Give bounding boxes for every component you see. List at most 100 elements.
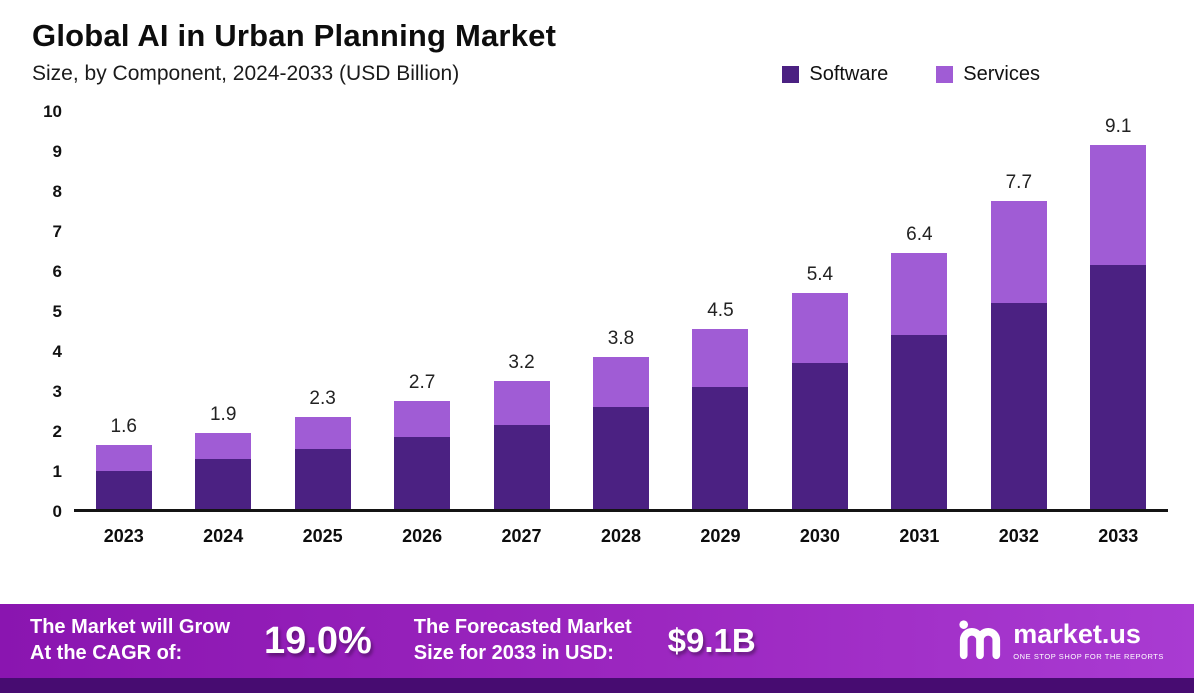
bar-segment-software [592, 407, 649, 509]
bar-value-label: 1.6 [110, 416, 137, 437]
bar-segment-software [692, 387, 749, 509]
y-axis-label: 2 [52, 422, 62, 441]
bar-segment-services [493, 381, 550, 425]
y-axis-label: 4 [52, 342, 62, 361]
bar-stack [891, 253, 948, 509]
bar-value-label: 7.7 [1005, 172, 1033, 193]
bar-value-label: 6.4 [906, 224, 933, 245]
x-axis-label: 2029 [700, 526, 741, 546]
bar-segment-software [891, 335, 948, 509]
bar-stack [1090, 145, 1147, 509]
y-axis-label: 1 [52, 462, 62, 481]
x-axis-label: 2023 [103, 526, 144, 546]
bar-value-label: 4.5 [707, 300, 734, 321]
bar-segment-services [95, 445, 152, 471]
bar-column: 1.6 [74, 112, 173, 509]
forecast-value: $9.1B [667, 622, 756, 659]
bar-column: 1.9 [173, 112, 272, 509]
x-axis-label: 2031 [899, 526, 940, 546]
forecast-label: The Forecasted Market Size for 2033 in U… [413, 616, 632, 664]
bar-stack [95, 445, 152, 509]
bar-column: 7.7 [969, 112, 1068, 509]
bar-column: 3.2 [472, 112, 571, 509]
services-swatch-icon [936, 65, 954, 83]
legend-label-services: Services [963, 62, 1040, 85]
bar-segment-software [294, 449, 351, 509]
bar-stack [592, 357, 649, 509]
bar-segment-software [791, 363, 848, 509]
chart-subtitle: Size, by Component, 2024-2033 (USD Billi… [32, 62, 460, 85]
chart-header: Global AI in Urban Planning Market Size,… [0, 0, 1194, 86]
legend-item-software: Software [782, 63, 888, 86]
bar-value-label: 3.8 [607, 328, 635, 349]
bottom-strip [0, 678, 1194, 693]
marketus-logo-icon [957, 616, 1003, 667]
y-axis-label: 8 [52, 182, 62, 201]
legend: Software Services [782, 63, 1040, 86]
bar-column: 4.5 [671, 112, 770, 509]
bar-segment-software [394, 437, 451, 509]
bar-stack [692, 329, 749, 509]
bar-segment-services [294, 417, 351, 449]
legend-item-services: Services [936, 63, 1040, 86]
x-axis-label: 2024 [203, 526, 244, 546]
x-axis-label: 2028 [600, 526, 642, 546]
y-axis-label: 7 [52, 222, 62, 241]
bar-stack [394, 401, 451, 509]
bar-segment-services [990, 201, 1047, 303]
bar-column: 9.1 [1069, 112, 1168, 509]
plot-area: 1.6 1.9 2.3 2.7 3.2 3.8 4.5 5.4 6.4 7.7 9.1 2023 20… [74, 112, 1168, 547]
logo-text-block: market.us ONE STOP SHOP FOR THE REPORTS [1013, 619, 1164, 662]
subtitle-row: Size, by Component, 2024-2033 (USD Billi… [32, 62, 1162, 86]
y-axis: 0 1 2 3 4 5 6 7 8 9 10 [18, 102, 74, 521]
bars: 1.6 1.9 2.3 2.7 3.2 3.8 4.5 5.4 6.4 7.7 9.1 [74, 112, 1168, 512]
bar-segment-software [990, 303, 1047, 509]
y-axis-label: 10 [43, 102, 62, 121]
bar-value-label: 2.7 [408, 372, 436, 393]
bar-segment-services [394, 401, 451, 437]
x-axis-label: 2027 [501, 526, 542, 546]
bar-column: 2.3 [273, 112, 372, 509]
y-axis-label: 3 [52, 382, 62, 401]
legend-label-software: Software [809, 62, 889, 85]
bar-stack [493, 381, 550, 509]
bar-column: 5.4 [770, 112, 869, 509]
bar-stack [791, 293, 848, 509]
bar-segment-services [791, 293, 848, 363]
logo-name: market.us [1013, 619, 1141, 649]
bar-value-label: 3.2 [508, 352, 535, 373]
chart-title: Global AI in Urban Planning Market [32, 18, 557, 53]
bar-segment-software [95, 471, 152, 509]
y-axis-label: 6 [52, 262, 62, 281]
bar-segment-software [493, 425, 550, 509]
bar-segment-software [195, 459, 252, 509]
bar-column: 2.7 [372, 112, 471, 509]
bar-segment-services [592, 357, 649, 407]
marketus-logo: market.us ONE STOP SHOP FOR THE REPORTS [957, 616, 1164, 667]
bar-segment-services [195, 433, 252, 459]
x-axis-label: 2032 [998, 526, 1039, 546]
x-axis-label: 2026 [402, 526, 443, 546]
bar-value-label: 5.4 [806, 264, 834, 285]
x-labels: 2023 2024 2025 2026 2027 2028 2029 2030 2031 2032… [74, 526, 1168, 547]
bar-stack [195, 433, 252, 509]
bar-value-label: 9.1 [1105, 116, 1132, 137]
x-axis-label: 2033 [1098, 526, 1139, 546]
bar-stack [990, 201, 1047, 509]
bar-column: 6.4 [870, 112, 969, 509]
software-swatch-icon [782, 65, 800, 83]
y-axis-label: 9 [52, 142, 62, 161]
cagr-label: The Market will Grow At the CAGR of: [30, 616, 231, 664]
y-axis-label: 5 [52, 302, 62, 321]
logo-tagline: ONE STOP SHOP FOR THE REPORTS [1013, 652, 1164, 661]
x-axis-label: 2025 [302, 526, 343, 546]
bar-segment-services [1090, 145, 1147, 265]
chart-area: 0 1 2 3 4 5 6 7 8 9 10 1.6 1.9 2.3 2.7 3.2 3.8 4.5 5.4 6.4… [0, 86, 1194, 547]
x-axis-label: 2030 [799, 526, 840, 546]
bar-segment-services [692, 329, 749, 387]
bar-value-label: 2.3 [309, 388, 336, 409]
cagr-value: 19.0% [264, 619, 372, 662]
bar-segment-services [891, 253, 948, 335]
footer-banner: The Market will Grow At the CAGR of: 19.… [0, 604, 1194, 678]
